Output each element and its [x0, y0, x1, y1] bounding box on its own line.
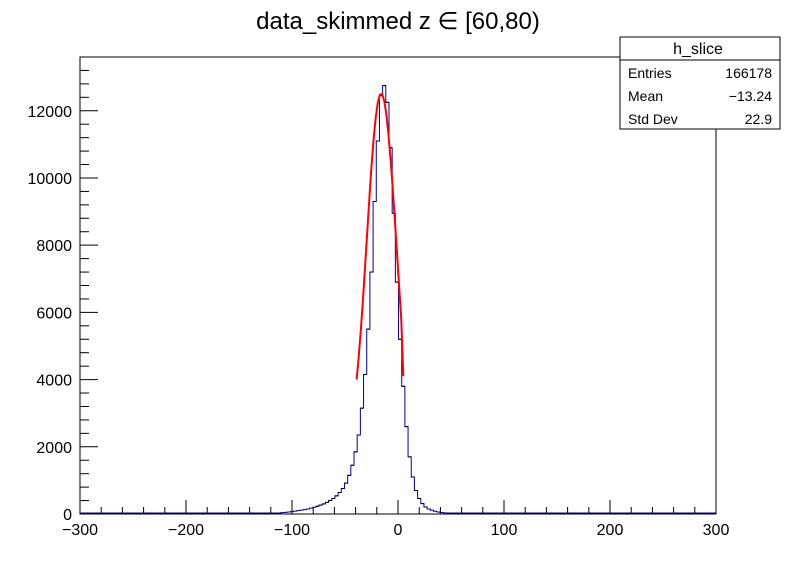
stats-entries-value: 166178: [725, 65, 772, 81]
x-tick-label: 100: [491, 522, 518, 539]
x-tick-label: −300: [62, 522, 98, 539]
y-axis: 0 2000 4000 6000 8000 10000 12000: [28, 56, 98, 524]
stats-mean-label: Mean: [628, 88, 663, 104]
histogram-bins: [258, 85, 517, 514]
fit-curve-layer: [355, 92, 405, 380]
y-tick-label: 2000: [36, 440, 72, 457]
stats-box-title: h_slice: [673, 41, 723, 58]
y-tick-label: 4000: [36, 373, 72, 390]
y-tick-label: 12000: [28, 104, 73, 121]
x-tick-label: −100: [274, 522, 310, 539]
histogram-layer: [80, 85, 716, 514]
gaussian-fit-curve: [355, 92, 405, 380]
stats-stddev-value: 22.9: [745, 111, 772, 127]
x-tick-label: −200: [168, 522, 204, 539]
stats-box: h_slice Entries 166178 Mean −13.24 Std D…: [619, 36, 781, 130]
x-axis: −300 −200 −100 0 100 200 300: [62, 500, 729, 539]
x-tick-label: 200: [597, 522, 624, 539]
stats-entries-label: Entries: [628, 65, 672, 81]
stats-box-frame: [619, 36, 781, 130]
y-tick-label: 8000: [36, 238, 72, 255]
x-tick-label: 300: [703, 522, 730, 539]
chart-title: data_skimmed z ∈ [60,80): [256, 8, 540, 35]
y-tick-label: 10000: [28, 171, 73, 188]
x-tick-label: 0: [394, 522, 403, 539]
stats-stddev-label: Std Dev: [628, 111, 678, 127]
stats-mean-value: −13.24: [729, 88, 772, 104]
y-tick-label: 6000: [36, 305, 72, 322]
y-tick-label: 0: [63, 507, 72, 524]
